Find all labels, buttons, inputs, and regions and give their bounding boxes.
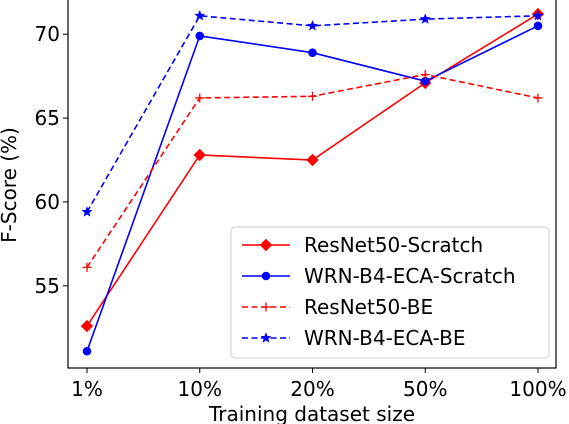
legend-label: ResNet50-Scratch bbox=[304, 233, 483, 257]
y-tick-label: 55 bbox=[35, 274, 60, 298]
series-layer bbox=[80, 7, 545, 356]
series-2 bbox=[82, 69, 543, 272]
data-point bbox=[193, 148, 206, 162]
series-0 bbox=[80, 7, 545, 333]
series-1 bbox=[82, 21, 543, 356]
y-axis-ticks: 55 60 65 70 bbox=[35, 22, 68, 298]
y-axis-label: F-Score (%) bbox=[0, 127, 21, 243]
data-point bbox=[533, 21, 543, 31]
legend-marker bbox=[261, 271, 271, 281]
series-line bbox=[86, 14, 539, 213]
y-tick-label: 60 bbox=[35, 190, 60, 214]
data-point bbox=[419, 13, 431, 24]
legend-box bbox=[230, 226, 550, 359]
x-tick-label: 50% bbox=[403, 377, 447, 401]
data-point bbox=[420, 69, 430, 79]
legend-label: ResNet50-BE bbox=[304, 295, 433, 319]
legend-marker bbox=[260, 332, 272, 343]
x-tick-label: 100% bbox=[509, 377, 566, 401]
series-3 bbox=[81, 9, 544, 217]
data-point bbox=[195, 31, 205, 41]
x-tick-label: 10% bbox=[178, 377, 222, 401]
x-tick-label: 1% bbox=[71, 377, 103, 401]
x-axis-label: Training dataset size bbox=[208, 402, 415, 424]
data-point bbox=[533, 93, 543, 103]
data-point bbox=[308, 91, 317, 101]
legend-marker bbox=[259, 238, 273, 252]
legend: ResNet50-Scratch WRN-B4-ECA-Scratch ResNet… bbox=[230, 226, 550, 359]
data-point bbox=[306, 153, 319, 167]
data-point bbox=[532, 9, 544, 21]
y-tick-label: 70 bbox=[35, 22, 60, 46]
data-point bbox=[82, 346, 92, 356]
y-tick-label: 65 bbox=[35, 106, 60, 130]
x-axis-ticks: 1% 10% 20% 50% 100% bbox=[71, 368, 567, 401]
legend-label: WRN-B4-ECA-Scratch bbox=[304, 264, 516, 288]
data-point bbox=[81, 206, 93, 217]
data-point bbox=[308, 48, 317, 57]
legend-marker bbox=[261, 302, 271, 312]
data-point bbox=[306, 19, 319, 31]
data-point bbox=[195, 93, 205, 103]
x-tick-label: 20% bbox=[290, 377, 334, 401]
data-point bbox=[82, 262, 92, 272]
legend-label: WRN-B4-ECA-BE bbox=[304, 326, 466, 350]
data-point bbox=[80, 319, 94, 333]
data-point bbox=[194, 9, 206, 21]
